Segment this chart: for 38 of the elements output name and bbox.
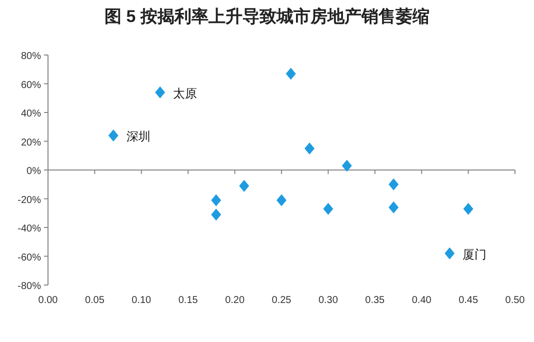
x-tick-label: 0.40: [412, 295, 432, 306]
y-tick-label: 80%: [20, 51, 42, 62]
x-tick-label: 0.35: [365, 295, 386, 306]
point: [211, 194, 222, 206]
y-tick-label: 60%: [20, 80, 42, 91]
y-tick-label: 0%: [26, 166, 42, 177]
point: [304, 142, 315, 154]
point: [388, 201, 399, 214]
point: [463, 202, 474, 215]
y-tick-label: 40%: [20, 108, 42, 120]
y-tick-label: -60%: [18, 252, 42, 264]
point: [388, 178, 399, 190]
annotation: 太原: [173, 86, 198, 100]
y-tick-label: -20%: [18, 194, 42, 206]
y-tick-label: -80%: [18, 281, 42, 292]
x-tick-label: 0.50: [505, 295, 526, 306]
x-tick-label: 0.45: [458, 295, 478, 306]
x-tick-label: 0.05: [84, 295, 105, 306]
point: [211, 208, 222, 221]
chart-title: 图 5 按揭利率上升导致城市房地产销售萎缩: [104, 7, 430, 26]
y-tick-label: 20%: [20, 137, 42, 148]
x-tick-label: 0.25: [272, 295, 292, 306]
annotation: 深圳: [126, 130, 150, 144]
point: [276, 194, 286, 206]
y-tick-label: -40%: [18, 224, 42, 234]
x-tick-label: 0.00: [38, 295, 58, 306]
point: [323, 202, 334, 215]
annotation: 厦门: [462, 247, 487, 262]
point: [444, 247, 455, 260]
point: [239, 180, 250, 192]
x-tick-label: 0.20: [225, 295, 245, 306]
x-tick-label: 0.30: [318, 295, 338, 306]
x-tick-label: 0.10: [132, 295, 152, 306]
point: [342, 160, 352, 172]
point: [108, 130, 118, 142]
point: [155, 86, 166, 98]
x-tick-label: 0.15: [178, 295, 198, 306]
point: [286, 68, 296, 80]
